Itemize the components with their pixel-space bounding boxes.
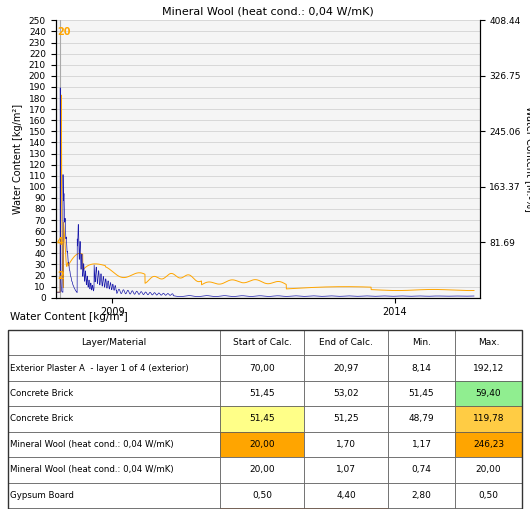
Bar (388, 355, 455, 381)
Bar (304, 355, 388, 381)
Text: 1,70: 1,70 (336, 440, 356, 449)
Text: 20,97: 20,97 (333, 363, 359, 373)
Text: Mineral Wool (heat cond.: 0,04 W/mK): Mineral Wool (heat cond.: 0,04 W/mK) (11, 440, 174, 449)
Text: End of Calc.: End of Calc. (319, 338, 373, 347)
Bar (455, 381, 522, 406)
Text: Gypsum Board: Gypsum Board (11, 491, 74, 500)
Bar (388, 508, 455, 509)
Bar (8, 483, 220, 508)
Text: 0,74: 0,74 (412, 465, 431, 474)
Text: 2: 2 (57, 271, 64, 280)
Bar (455, 483, 522, 508)
Text: Concrete Brick: Concrete Brick (11, 389, 74, 398)
Bar (388, 432, 455, 457)
Text: Exterior Plaster A  - layer 1 of 4 (exterior): Exterior Plaster A - layer 1 of 4 (exter… (11, 363, 189, 373)
Text: 20: 20 (57, 27, 70, 37)
Bar (304, 483, 388, 508)
Bar (304, 508, 388, 509)
Text: 0,50: 0,50 (479, 491, 499, 500)
Text: Max.: Max. (478, 338, 499, 347)
Text: 8,14: 8,14 (412, 363, 431, 373)
Bar (455, 330, 522, 355)
Text: 53,02: 53,02 (333, 389, 359, 398)
Bar (8, 457, 220, 483)
Bar (304, 330, 388, 355)
Text: 51,45: 51,45 (409, 389, 434, 398)
Bar (388, 406, 455, 432)
Text: Layer/Material: Layer/Material (82, 338, 147, 347)
Bar (388, 483, 455, 508)
Text: 20,00: 20,00 (476, 465, 501, 474)
Bar (220, 483, 304, 508)
Text: Min.: Min. (412, 338, 431, 347)
Text: 1,07: 1,07 (336, 465, 356, 474)
Bar (220, 406, 304, 432)
Text: Start of Calc.: Start of Calc. (233, 338, 292, 347)
Bar (388, 381, 455, 406)
Text: 20,00: 20,00 (250, 440, 275, 449)
Bar (8, 406, 220, 432)
Bar (455, 355, 522, 381)
Bar (220, 508, 304, 509)
Y-axis label: Water Content [M.-%]: Water Content [M.-%] (525, 106, 530, 212)
Text: Mineral Wool (heat cond.: 0,04 W/mK): Mineral Wool (heat cond.: 0,04 W/mK) (11, 465, 174, 474)
Bar (8, 381, 220, 406)
Bar (455, 406, 522, 432)
Text: 20,00: 20,00 (250, 465, 275, 474)
Text: 48,79: 48,79 (409, 414, 434, 423)
Text: 51,25: 51,25 (333, 414, 359, 423)
Text: Water Content [kg/m²]: Water Content [kg/m²] (11, 312, 128, 322)
Text: 2,80: 2,80 (412, 491, 431, 500)
Bar (220, 381, 304, 406)
Text: 4,40: 4,40 (336, 491, 356, 500)
Text: 192,12: 192,12 (473, 363, 504, 373)
Bar (455, 432, 522, 457)
Bar (304, 406, 388, 432)
Text: 246,23: 246,23 (473, 440, 504, 449)
Bar (8, 330, 220, 355)
Bar (220, 355, 304, 381)
Bar (455, 508, 522, 509)
Y-axis label: Water Content [kg/m²]: Water Content [kg/m²] (13, 104, 23, 214)
Text: 59,40: 59,40 (476, 389, 501, 398)
Text: 4: 4 (57, 237, 64, 247)
Text: 70,00: 70,00 (249, 363, 275, 373)
Bar (8, 508, 220, 509)
Bar (388, 330, 455, 355)
Title: Mineral Wool (heat cond.: 0,04 W/mK): Mineral Wool (heat cond.: 0,04 W/mK) (162, 7, 374, 17)
Bar (304, 457, 388, 483)
Text: 0,50: 0,50 (252, 491, 272, 500)
Bar (220, 330, 304, 355)
Bar (304, 432, 388, 457)
Text: 51,45: 51,45 (250, 414, 275, 423)
Bar (388, 457, 455, 483)
Text: 51,45: 51,45 (250, 389, 275, 398)
Bar (8, 432, 220, 457)
Text: 1,17: 1,17 (411, 440, 431, 449)
Bar (304, 381, 388, 406)
Bar (220, 432, 304, 457)
Text: 119,78: 119,78 (473, 414, 505, 423)
Bar (455, 457, 522, 483)
Text: Concrete Brick: Concrete Brick (11, 414, 74, 423)
Bar (8, 355, 220, 381)
Bar (220, 457, 304, 483)
